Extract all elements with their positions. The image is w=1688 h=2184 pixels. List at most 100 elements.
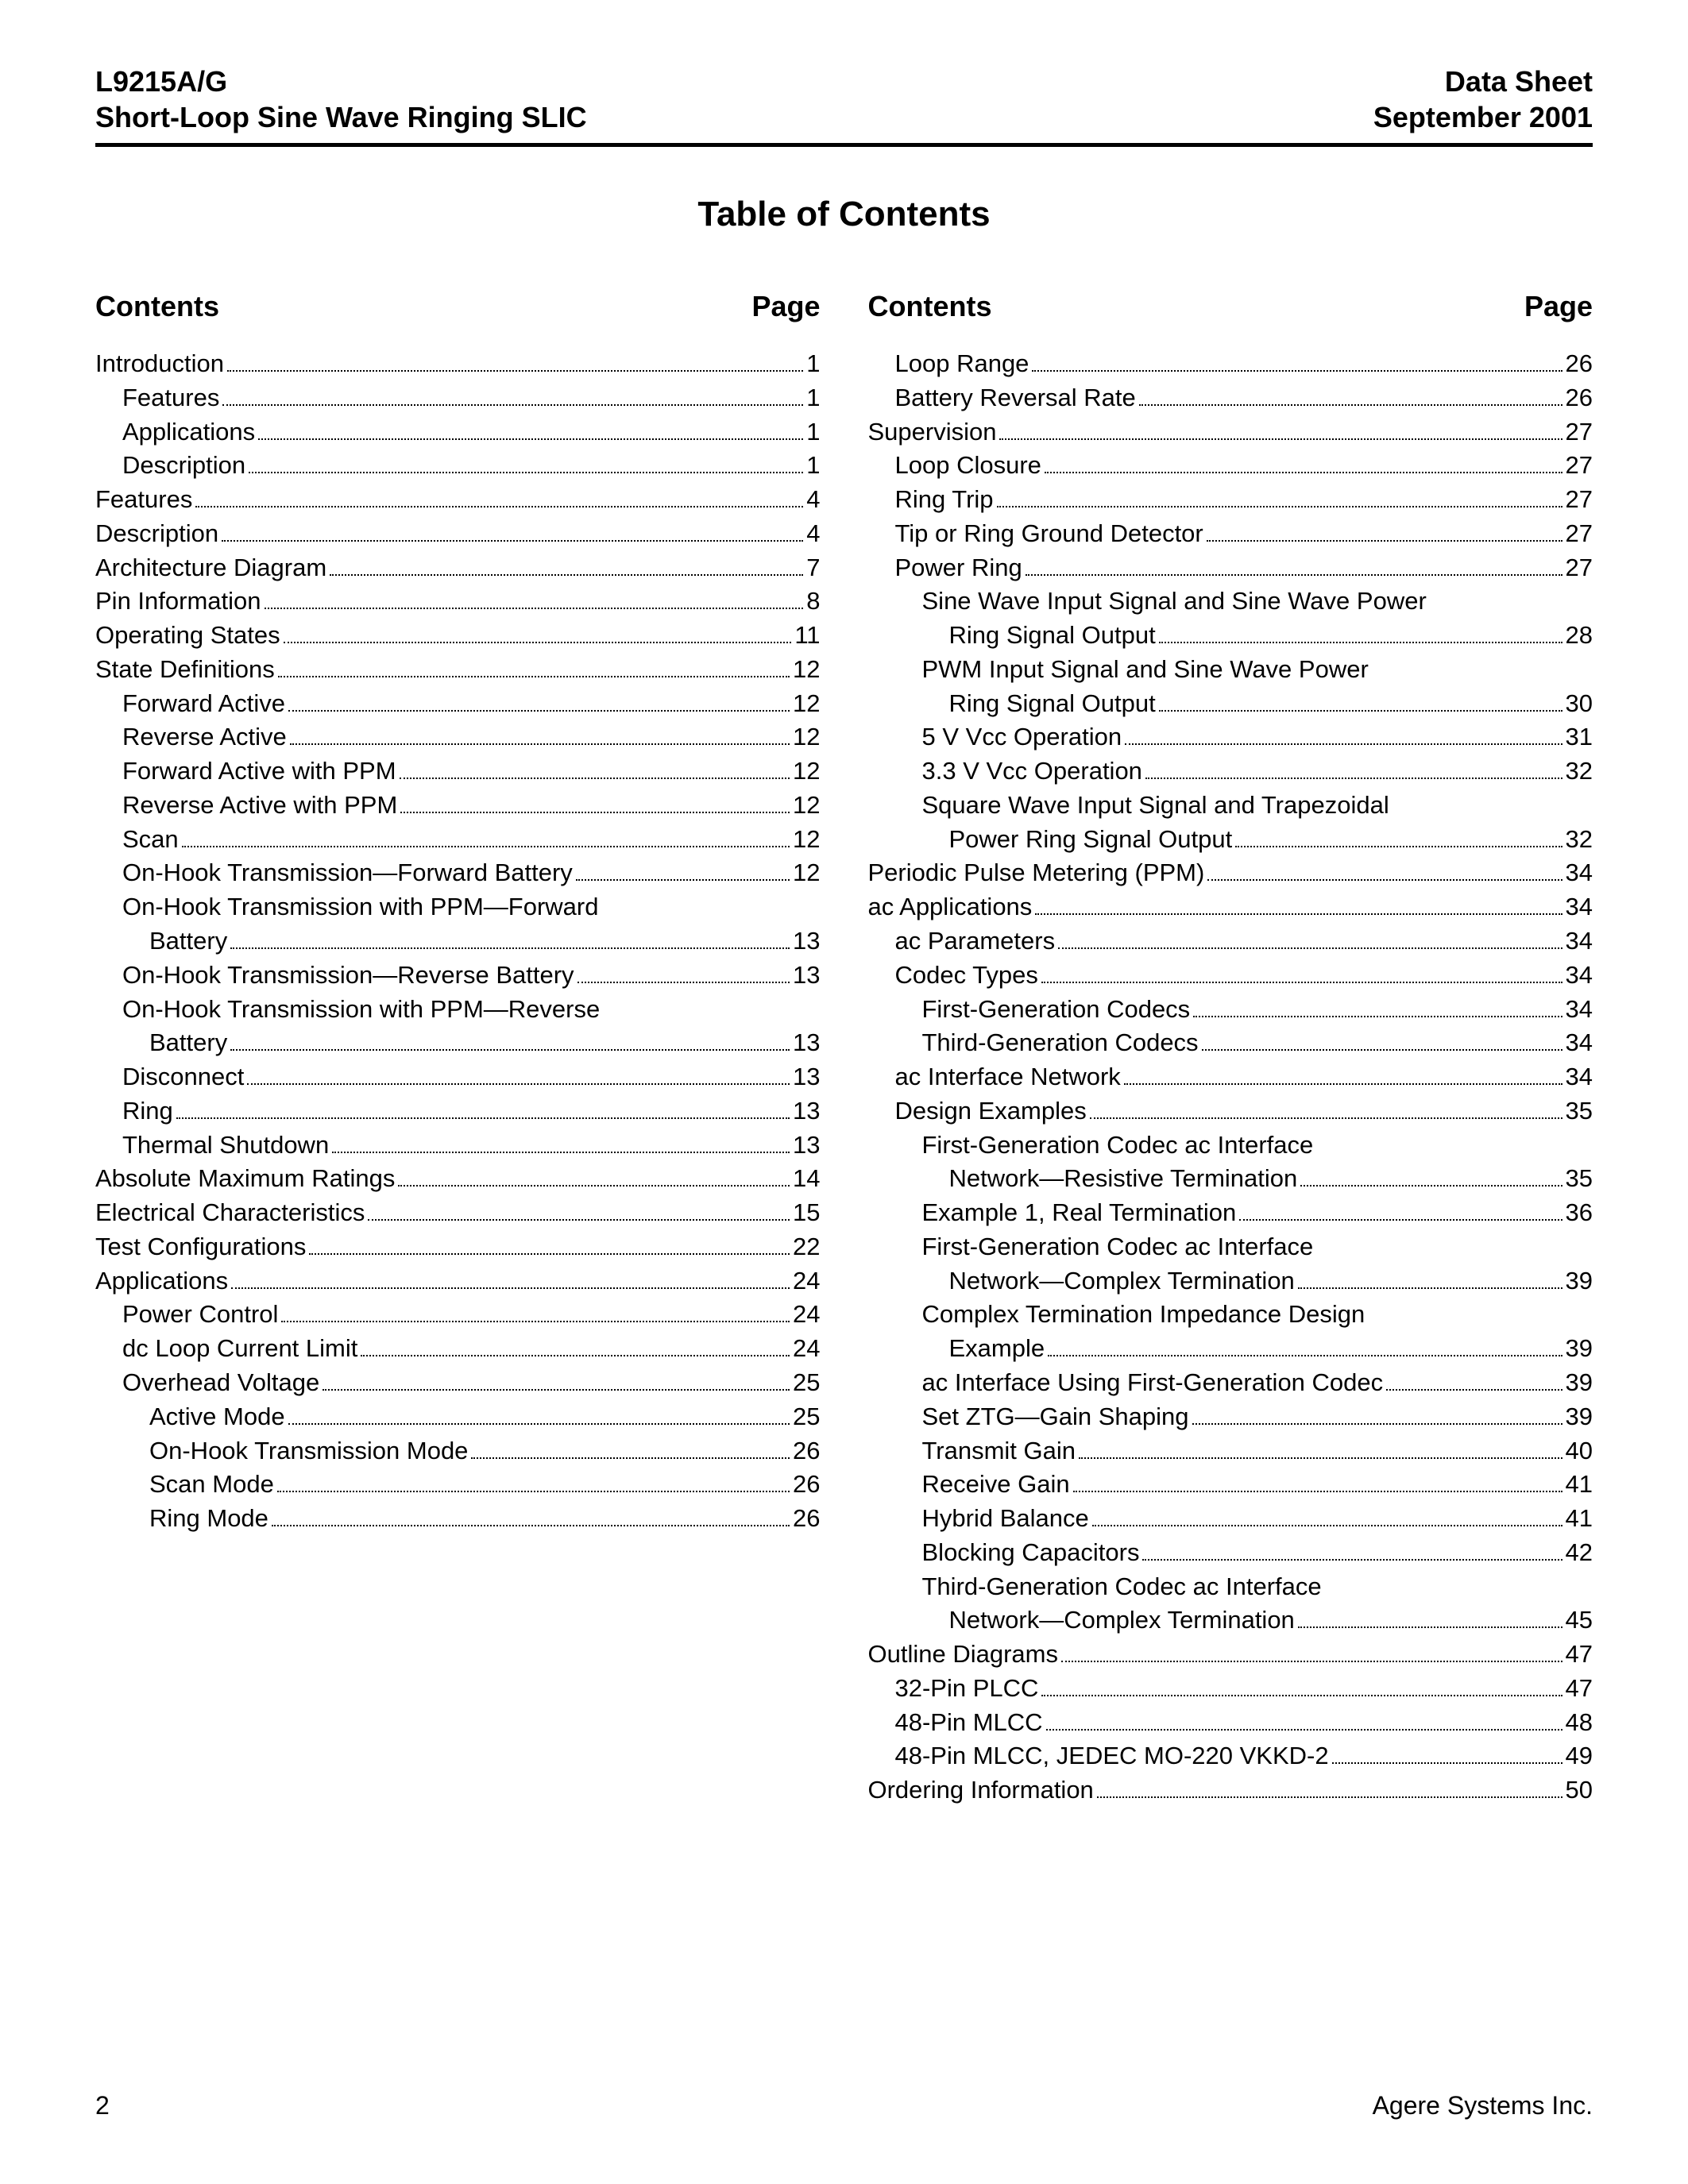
toc-entry: First-Generation Codec ac Interface [868, 1230, 1593, 1264]
toc-entry-label: 32-Pin PLCC [895, 1672, 1039, 1706]
toc-entry-label: 48-Pin MLCC, JEDEC MO-220 VKKD-2 [895, 1739, 1329, 1773]
page-header: L9215A/G Short-Loop Sine Wave Ringing SL… [95, 64, 1593, 147]
toc-entry-label: Ring [122, 1094, 173, 1129]
toc-entry-label-wrap: Ring Signal Output [949, 687, 1156, 721]
toc-entry-page: 1 [806, 449, 820, 483]
toc-entry-label: dc Loop Current Limit [122, 1332, 357, 1366]
toc-entry-label: Electrical Characteristics [95, 1196, 365, 1230]
toc-leader-dots [1041, 962, 1562, 983]
toc-leader-dots [997, 486, 1562, 507]
toc-entry: Operating States11 [95, 619, 821, 653]
toc-entry-page: 24 [793, 1264, 820, 1298]
toc-entry-label: Sine Wave Input Signal and Sine Wave Pow… [922, 585, 1427, 619]
header-product-name: Short-Loop Sine Wave Ringing SLIC [95, 99, 587, 135]
toc-entry-page: 4 [806, 517, 820, 551]
toc-leader-dots [222, 520, 803, 542]
toc-entry-page: 39 [1566, 1264, 1593, 1298]
toc-leader-dots [195, 486, 803, 507]
toc-entry: Introduction1 [95, 347, 821, 381]
toc-leader-dots [330, 554, 803, 576]
toc-entry-label: Power Control [122, 1298, 278, 1332]
toc-entry-page: 7 [806, 551, 820, 585]
toc-leader-dots [1332, 1743, 1562, 1765]
toc-entry: Square Wave Input Signal and Trapezoidal [868, 789, 1593, 823]
toc-entry: On-Hook Transmission with PPM—Forward [95, 890, 821, 924]
toc-entry-page: 49 [1566, 1739, 1593, 1773]
toc-entry-page: 34 [1566, 1026, 1593, 1060]
header-left-block: L9215A/G Short-Loop Sine Wave Ringing SL… [95, 64, 587, 135]
toc-entry: Set ZTG—Gain Shaping39 [868, 1400, 1593, 1434]
toc-left-column: Contents Page Introduction1Features1Appl… [95, 290, 821, 1808]
toc-entry-page: 13 [793, 1060, 820, 1094]
toc-entry: Scan12 [95, 823, 821, 857]
toc-entry-continuation: Battery13 [95, 1026, 821, 1060]
toc-entry-page: 25 [793, 1366, 820, 1400]
toc-entry: On-Hook Transmission with PPM—Reverse [95, 993, 821, 1027]
toc-entry: Codec Types34 [868, 959, 1593, 993]
toc-entry-page: 12 [793, 754, 820, 789]
toc-entry: ac Applications34 [868, 890, 1593, 924]
toc-leader-dots [1124, 1063, 1562, 1085]
toc-entry-label: Features [122, 381, 219, 415]
toc-leader-dots [1097, 1777, 1562, 1798]
toc-leader-dots [368, 1199, 790, 1221]
toc-entry-page: 30 [1566, 687, 1593, 721]
toc-entry-page: 27 [1566, 483, 1593, 517]
toc-entry: Features4 [95, 483, 821, 517]
toc-entry: Transmit Gain40 [868, 1434, 1593, 1468]
toc-entry-page: 34 [1566, 1060, 1593, 1094]
toc-entry: Third-Generation Codecs34 [868, 1026, 1593, 1060]
toc-leader-dots [999, 419, 1562, 440]
toc-entry: Receive Gain41 [868, 1468, 1593, 1502]
toc-entry: Electrical Characteristics15 [95, 1196, 821, 1230]
toc-entry-label-wrap: Network—Resistive Termination [949, 1162, 1298, 1196]
toc-leader-dots [1046, 1709, 1562, 1731]
toc-entry: Description1 [95, 449, 821, 483]
toc-leader-dots [1090, 1098, 1562, 1119]
toc-entry: Loop Closure27 [868, 449, 1593, 483]
toc-leader-dots [278, 656, 790, 677]
toc-entry: Applications1 [95, 415, 821, 450]
toc-entry-label-wrap: Battery [149, 1026, 227, 1060]
toc-entry-page: 40 [1566, 1434, 1593, 1468]
toc-entry-label: On-Hook Transmission Mode [149, 1434, 468, 1468]
toc-entry-page: 27 [1566, 551, 1593, 585]
footer-page-number: 2 [95, 2091, 110, 2120]
toc-entry: Design Examples35 [868, 1094, 1593, 1129]
toc-leader-dots [1386, 1369, 1562, 1391]
toc-entry: On-Hook Transmission—Reverse Battery13 [95, 959, 821, 993]
toc-entry-label: 3.3 V Vcc Operation [922, 754, 1142, 789]
toc-leader-dots [230, 928, 790, 949]
toc-leader-dots [1193, 996, 1562, 1017]
toc-entry-label-wrap: Battery [149, 924, 227, 959]
toc-entry-page: 32 [1566, 823, 1593, 857]
toc-columns: Contents Page Introduction1Features1Appl… [95, 290, 1593, 1808]
toc-entry-label: Features [95, 483, 192, 517]
toc-entry-page: 39 [1566, 1400, 1593, 1434]
toc-entry-page: 26 [793, 1502, 820, 1536]
toc-entry-page: 26 [793, 1434, 820, 1468]
toc-entry-label: Square Wave Input Signal and Trapezoidal [922, 789, 1389, 823]
toc-leader-dots [182, 826, 790, 847]
toc-entry-label: Disconnect [122, 1060, 244, 1094]
toc-entry: Sine Wave Input Signal and Sine Wave Pow… [868, 585, 1593, 619]
toc-leader-dots [309, 1233, 790, 1255]
toc-entry-label-wrap: Ring Signal Output [949, 619, 1156, 653]
column-head-left: Contents Page [95, 290, 821, 323]
toc-entry: On-Hook Transmission—Forward Battery12 [95, 856, 821, 890]
toc-entry-page: 11 [794, 619, 820, 653]
toc-entry-page: 12 [793, 789, 820, 823]
toc-entry-page: 12 [793, 856, 820, 890]
toc-leader-dots [258, 419, 803, 440]
toc-leader-dots [323, 1369, 790, 1391]
toc-leader-dots [227, 350, 803, 372]
toc-entry-label: Blocking Capacitors [922, 1536, 1140, 1570]
toc-entry-page: 26 [1566, 347, 1593, 381]
toc-leader-dots [249, 453, 803, 474]
toc-entry: Reverse Active with PPM12 [95, 789, 821, 823]
toc-entry-page: 39 [1566, 1366, 1593, 1400]
toc-entry: Loop Range26 [868, 347, 1593, 381]
toc-entry-label: 48-Pin MLCC [895, 1706, 1043, 1740]
toc-entry-label: Applications [95, 1264, 228, 1298]
toc-entry: Reverse Active12 [95, 720, 821, 754]
